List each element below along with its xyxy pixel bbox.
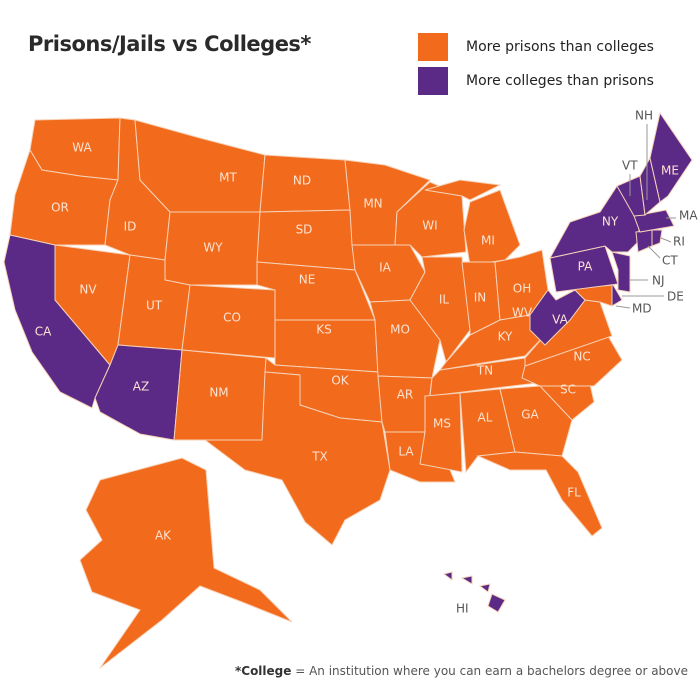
legend-swatch-prisons	[418, 33, 448, 61]
state-label-tx: TX	[311, 450, 328, 464]
footnote-term: *College	[234, 664, 292, 678]
state-hi	[460, 575, 473, 585]
state-label-ar: AR	[397, 388, 414, 402]
state-hi	[478, 583, 491, 593]
state-label-fl: FL	[567, 486, 581, 500]
state-label-nv: NV	[79, 283, 97, 297]
state-label-nm: NM	[209, 386, 228, 400]
state-label-de: DE	[667, 290, 684, 304]
state-label-in: IN	[474, 291, 487, 305]
state-label-vt: VT	[622, 159, 638, 173]
state-label-sd: SD	[296, 223, 313, 237]
state-label-ia: IA	[379, 261, 392, 275]
state-label-mt: MT	[219, 171, 237, 185]
state-ga	[499, 385, 573, 457]
state-label-nc: NC	[573, 350, 590, 364]
state-label-ky: KY	[498, 330, 513, 344]
state-label-me: ME	[661, 164, 679, 178]
state-ms	[419, 392, 463, 473]
legend-label: More prisons than colleges	[466, 39, 654, 55]
state-ri	[651, 229, 663, 247]
state-label-ri: RI	[673, 235, 685, 249]
state-label-il: IL	[439, 293, 450, 307]
state-label-ut: UT	[146, 299, 163, 313]
state-label-ak: AK	[155, 529, 172, 543]
state-ar	[377, 375, 433, 433]
state-label-wv: WV	[512, 306, 533, 320]
state-label-ct: CT	[662, 254, 678, 268]
state-de	[611, 281, 623, 307]
state-mi	[424, 179, 502, 201]
leader-line-ct	[647, 245, 661, 259]
state-label-sc: SC	[560, 383, 576, 397]
state-fl	[476, 451, 603, 537]
state-label-nj: NJ	[652, 274, 665, 288]
state-label-va: VA	[552, 313, 568, 327]
state-hi	[442, 571, 453, 581]
state-label-ca: CA	[35, 325, 52, 339]
state-label-ok: OK	[331, 374, 349, 388]
state-label-al: AL	[478, 411, 493, 425]
state-nj	[611, 251, 631, 293]
state-label-mo: MO	[390, 323, 410, 337]
state-wi	[394, 181, 467, 258]
legend: More prisons than colleges More colleges…	[418, 30, 654, 98]
state-label-ne: NE	[299, 273, 316, 287]
state-hi	[487, 593, 506, 613]
state-label-mn: MN	[363, 197, 382, 211]
footnote: *College = An institution where you can …	[235, 664, 688, 678]
state-label-az: AZ	[133, 380, 149, 394]
state-label-hi: HI	[456, 602, 469, 616]
state-label-wa: WA	[72, 141, 92, 155]
map-title: Prisons/Jails vs Colleges*	[28, 32, 311, 56]
footnote-text: = An institution where you can earn a ba…	[291, 664, 688, 678]
state-tx	[203, 371, 391, 546]
state-label-tn: TN	[476, 364, 493, 378]
legend-swatch-colleges	[418, 67, 448, 95]
state-ct	[635, 229, 653, 253]
state-label-mi: MI	[481, 234, 495, 248]
state-label-ga: GA	[521, 408, 539, 422]
state-label-nd: ND	[293, 174, 311, 188]
legend-label: More colleges than prisons	[466, 73, 654, 89]
state-label-wi: WI	[422, 219, 437, 233]
leader-line-md	[615, 305, 631, 309]
state-label-wy: WY	[203, 241, 223, 255]
state-label-pa: PA	[578, 260, 593, 274]
state-label-la: LA	[398, 445, 414, 459]
state-label-ma: MA	[679, 209, 698, 223]
state-label-ms: MS	[433, 417, 451, 431]
leader-line-ri	[660, 237, 672, 243]
state-label-ks: KS	[316, 323, 332, 337]
state-label-ny: NY	[602, 215, 619, 229]
state-label-or: OR	[51, 201, 69, 215]
state-sd	[256, 209, 356, 271]
legend-item-colleges: More colleges than prisons	[418, 64, 654, 98]
state-label-oh: OH	[513, 282, 531, 296]
state-label-co: CO	[223, 311, 241, 325]
state-ak	[79, 457, 293, 669]
state-me	[649, 111, 693, 203]
legend-item-prisons: More prisons than colleges	[418, 30, 654, 64]
state-label-id: ID	[124, 220, 137, 234]
state-label-md: MD	[632, 302, 652, 316]
state-mi	[463, 189, 521, 266]
state-label-nh: NH	[635, 109, 653, 123]
